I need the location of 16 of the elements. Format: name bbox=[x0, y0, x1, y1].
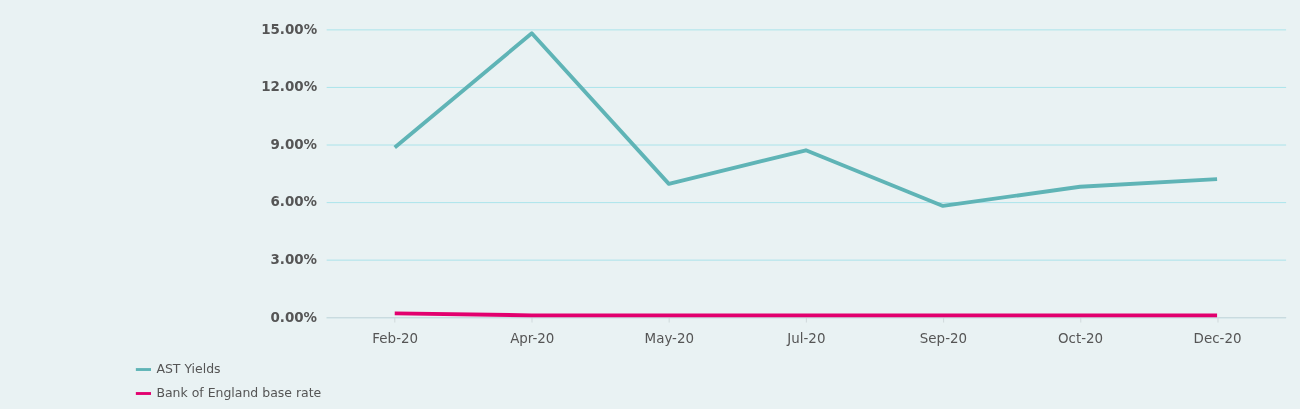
y-tick-label: 3.00% bbox=[270, 251, 318, 267]
x-tick-label: Sep-20 bbox=[919, 330, 968, 346]
legend-label: AST Yields bbox=[156, 361, 221, 377]
legend-label: Bank of England base rate bbox=[156, 385, 322, 401]
y-tick-label: 12.00% bbox=[261, 79, 318, 95]
x-tick-label: Dec-20 bbox=[1193, 330, 1242, 346]
x-tick-label: May-20 bbox=[644, 330, 695, 346]
x-tick-label: Jul-20 bbox=[786, 330, 826, 346]
x-tick-label: Apr-20 bbox=[510, 330, 555, 346]
line-series bbox=[392, 31, 1219, 208]
x-tick-label: Feb-20 bbox=[372, 330, 419, 346]
y-tick-label: 15.00% bbox=[261, 21, 318, 37]
y-tick-label: 9.00% bbox=[270, 136, 318, 152]
y-tick-label: 6.00% bbox=[270, 194, 318, 210]
x-tick-label: Oct-20 bbox=[1057, 330, 1104, 346]
y-tick-label: 0.00% bbox=[270, 309, 318, 325]
